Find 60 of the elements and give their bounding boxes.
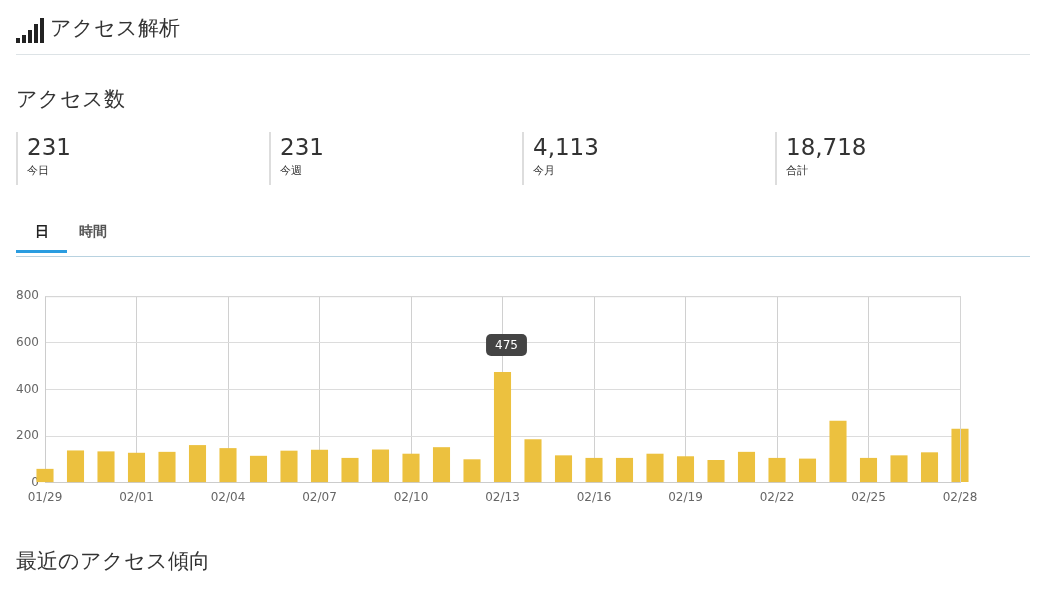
bar [493,371,512,483]
x-tick-label: 02/01 [119,489,154,504]
bar [66,450,85,483]
y-tick-label: 400 [16,381,39,396]
bar [890,455,908,483]
y-tick-label: 800 [16,288,39,303]
x-tick-label: 02/16 [576,489,612,504]
bar [36,468,54,483]
text: 4,113 [533,133,600,162]
text: 合計 [786,163,809,179]
bar [341,457,359,483]
bar [463,459,481,483]
bar [402,453,420,483]
bar [127,452,146,483]
bar [676,456,695,483]
x-tick-label: 02/19 [668,489,703,504]
bar [371,449,390,483]
bar [249,455,268,483]
text: アクセス解析 [50,15,180,42]
text: 今月 [533,163,556,179]
text: 今週 [280,163,303,179]
text: 時間 [77,222,108,241]
bar [188,445,207,483]
text: 今日 [27,163,50,179]
text: 最近のアクセス傾向 [16,548,210,575]
x-tick-label: 02/13 [485,489,520,504]
bar [615,457,634,483]
bar [219,448,237,483]
text: 231 [280,133,325,162]
x-tick-label: 01/29 [27,489,63,504]
annotation: 475 [495,338,518,353]
bar [707,460,725,483]
bar [310,449,329,483]
text: 231 [27,133,72,162]
bar [432,447,451,483]
bar [585,457,603,483]
bar [829,420,847,483]
x-tick-label: 02/10 [393,489,429,504]
bar [920,452,939,483]
bar [798,458,817,483]
x-tick-label: 02/04 [210,489,246,504]
x-tick-label: 02/07 [302,489,337,504]
bar [951,428,969,483]
x-tick-label: 02/28 [942,489,978,504]
bar [554,455,573,483]
bar [768,457,786,483]
text: 日 [16,214,67,253]
bar [280,450,298,483]
bar [524,439,542,483]
bar [646,453,664,483]
y-tick-label: 200 [16,428,39,443]
bar [737,451,756,483]
x-tick-label: 02/25 [851,489,886,504]
bar [97,451,115,483]
y-tick-label: 600 [16,334,39,349]
text: 18,718 [786,133,868,162]
bar [859,457,878,483]
text: アクセス数 [16,86,125,113]
bar [158,451,176,483]
x-tick-label: 02/22 [759,489,795,504]
